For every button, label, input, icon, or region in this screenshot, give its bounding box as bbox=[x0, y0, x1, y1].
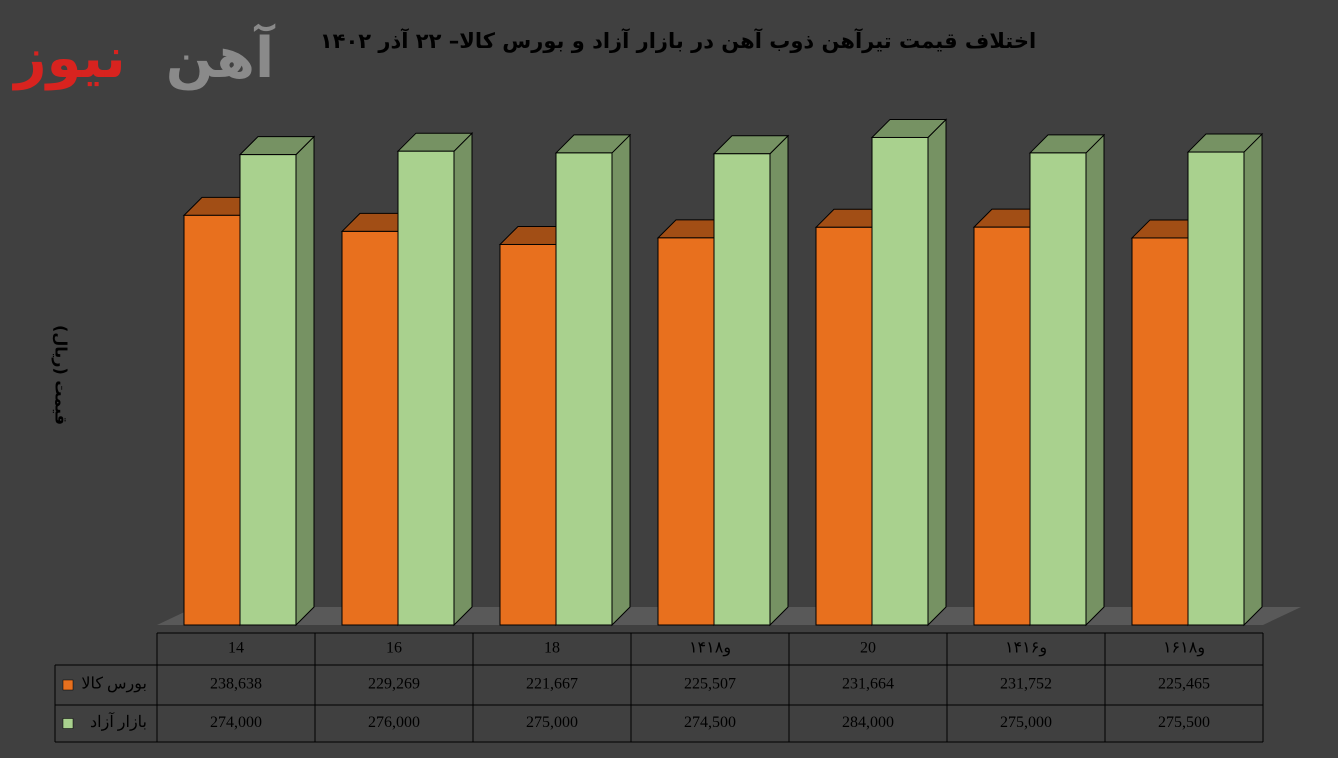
bar bbox=[238, 135, 316, 627]
value-label: 284,000 bbox=[842, 714, 894, 731]
bar-front bbox=[973, 226, 1031, 626]
bar bbox=[870, 118, 948, 627]
x-tick-label: ۱۴و۱۶ bbox=[1005, 640, 1047, 657]
bar bbox=[396, 131, 474, 627]
value-label: 276,000 bbox=[368, 714, 420, 731]
value-label: 231,752 bbox=[1000, 676, 1052, 693]
value-label: 274,000 bbox=[210, 714, 262, 731]
value-label: 238,638 bbox=[210, 676, 262, 693]
value-label: 225,465 bbox=[1158, 676, 1210, 693]
bar-side bbox=[611, 133, 631, 627]
bar bbox=[1186, 132, 1264, 627]
bar-front bbox=[1029, 152, 1087, 626]
logo-red: نیوز bbox=[11, 26, 125, 91]
bar-side bbox=[1085, 133, 1105, 627]
bar-front bbox=[239, 154, 297, 626]
legend-key bbox=[62, 718, 74, 729]
value-label: 225,507 bbox=[684, 676, 736, 693]
x-tick-label: ۱۴و۱۸ bbox=[689, 640, 731, 657]
value-label: 275,000 bbox=[1000, 714, 1052, 731]
y-axis-label: قیمت (ریال) bbox=[52, 325, 71, 425]
value-label: 229,269 bbox=[368, 676, 420, 693]
bar-side bbox=[1243, 132, 1263, 627]
bar bbox=[712, 134, 790, 627]
bar-side bbox=[769, 134, 789, 627]
bar-front bbox=[555, 152, 613, 626]
x-tick-label: 16 bbox=[386, 640, 402, 657]
value-label: 275,000 bbox=[526, 714, 578, 731]
bar-front bbox=[397, 150, 455, 626]
bar-front bbox=[815, 226, 873, 626]
value-label: 275,500 bbox=[1158, 714, 1210, 731]
x-tick-label: ۱۶و۱۸ bbox=[1163, 640, 1205, 657]
value-label: 274,500 bbox=[684, 714, 736, 731]
bar-side bbox=[453, 131, 473, 627]
bar-front bbox=[657, 237, 715, 626]
bar-front bbox=[1131, 237, 1189, 626]
x-tick-label: 18 bbox=[544, 640, 560, 657]
bar-side bbox=[927, 118, 947, 627]
bar bbox=[554, 133, 632, 627]
logo-gray: آهن bbox=[166, 23, 276, 91]
chart-title: اختلاف قیمت تیرآهن ذوب آهن در بازار آزاد… bbox=[320, 28, 1036, 53]
bar-front bbox=[713, 153, 771, 626]
x-tick-label: 14 bbox=[228, 640, 244, 657]
bar-front bbox=[183, 214, 241, 626]
x-tick-label: 20 bbox=[860, 640, 876, 657]
value-label: 231,664 bbox=[842, 676, 894, 693]
legend-label: بورس کالا bbox=[81, 676, 147, 693]
bar-front bbox=[1187, 151, 1245, 626]
legend-key bbox=[62, 679, 74, 691]
bar-front bbox=[871, 136, 929, 626]
bar-front bbox=[499, 243, 557, 626]
value-label: 221,667 bbox=[526, 676, 578, 693]
legend-label: بازار آزاد bbox=[90, 711, 147, 731]
bar bbox=[1028, 133, 1106, 627]
bar-front bbox=[341, 230, 399, 626]
bar-side bbox=[295, 135, 315, 627]
